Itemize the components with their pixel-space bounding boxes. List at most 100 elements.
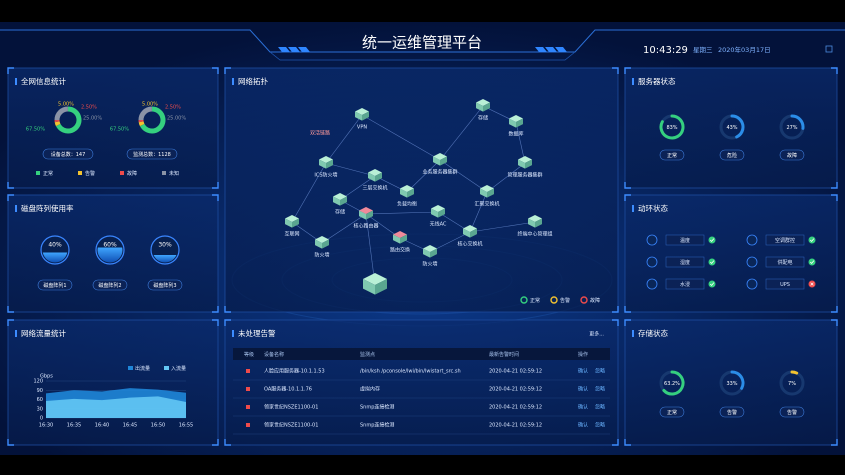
cell: 2020-04-21 02:59:12 <box>489 387 542 393</box>
disk-level <box>152 255 178 263</box>
node-label: 数据库 <box>508 131 523 138</box>
panel-corner <box>624 439 631 446</box>
legend-dot <box>520 296 528 304</box>
node-label: 业务服务器集群 <box>422 169 457 176</box>
node-label: 无线AC <box>430 221 447 228</box>
topology-link <box>325 114 363 164</box>
panel-corner <box>624 306 631 313</box>
donut-label: 5.00% <box>58 102 74 108</box>
action-button[interactable]: 忽略 <box>595 386 605 393</box>
action-button[interactable]: 确认 <box>578 386 588 393</box>
gauge-value: 33% <box>726 381 737 387</box>
gauge-arc <box>790 114 805 130</box>
action-button[interactable]: 忽略 <box>595 368 605 375</box>
node-label: 互联网 <box>284 231 299 238</box>
panel-corner <box>212 182 219 189</box>
device-left <box>476 102 483 112</box>
donut-segment <box>56 106 82 134</box>
column-header: 等级 <box>244 351 254 358</box>
panel-corner <box>831 319 838 326</box>
donut-label: 25.00% <box>83 116 102 122</box>
link-label: 双活链路 <box>310 130 330 137</box>
env-status-glyph <box>809 260 815 264</box>
action-button[interactable]: 忽略 <box>595 422 605 429</box>
pill <box>719 406 745 418</box>
action-button[interactable]: 确认 <box>578 404 588 411</box>
env-status <box>708 280 716 288</box>
env-icon <box>646 278 658 290</box>
panel-corner <box>612 439 619 446</box>
topology-link <box>439 105 484 161</box>
column-header: 监测点 <box>360 351 375 358</box>
gauge-status: 告警 <box>787 409 797 416</box>
pill <box>779 406 805 418</box>
device-right <box>516 118 523 128</box>
device-left <box>393 234 400 244</box>
device-right <box>362 111 369 121</box>
table-header-bg <box>233 348 610 360</box>
device-right <box>438 208 445 218</box>
cell: /bin/ksh /pconsole/lwi/bin/lwistart_src.… <box>360 369 461 375</box>
env-icon <box>646 256 658 268</box>
node-label: 管理服务器集群 <box>507 172 542 179</box>
panel-corner <box>7 439 14 446</box>
env-icon <box>746 278 758 290</box>
env-label-bg <box>665 234 705 246</box>
y-tick-label: 30 <box>37 406 43 412</box>
device-right <box>407 188 414 198</box>
env-status-glyph <box>809 238 815 242</box>
donut-caption: 设备总数：147 <box>51 151 86 158</box>
donut-label: 2.50% <box>81 105 97 111</box>
panel-corner <box>7 194 14 201</box>
cell: 领家世纪NSZE1100-01 <box>264 422 318 429</box>
title-marker <box>632 205 634 212</box>
action-button[interactable]: 确认 <box>578 422 588 429</box>
node-label: 核心交换机 <box>457 241 482 248</box>
env-status-glyph <box>709 282 715 286</box>
disk-value: 60% <box>103 242 117 249</box>
env-icon <box>646 234 658 246</box>
topology-link <box>469 191 488 233</box>
disk-name: 磁盘阵列3 <box>153 282 176 289</box>
device-right <box>400 234 407 244</box>
node-label: 三层交换机 <box>362 185 387 192</box>
topology-link <box>406 159 441 193</box>
action-button[interactable]: 确认 <box>578 368 588 375</box>
column-header: 最新告警时间 <box>489 351 519 358</box>
device-right <box>375 279 387 295</box>
gauge-arc <box>790 370 799 375</box>
panel-corner <box>7 182 14 189</box>
node-label: 存储 <box>478 115 488 122</box>
topology-link <box>469 221 536 233</box>
gauge-value: 83% <box>666 125 677 131</box>
topology-link <box>361 114 441 161</box>
node-label: 路由交换 <box>390 247 410 254</box>
device-right <box>375 172 382 182</box>
donut-caption: 监测总数：1128 <box>133 151 171 158</box>
legend-swatch <box>128 366 133 370</box>
panel-corner <box>224 319 231 326</box>
legend-label: 正常 <box>530 297 540 304</box>
topology-link <box>321 213 367 244</box>
panel <box>7 319 219 446</box>
page-title: 统一运维管理平台 <box>362 34 482 52</box>
panel-corner <box>212 67 219 74</box>
legend-label: 未知 <box>169 170 179 177</box>
topology-link <box>486 162 526 193</box>
device-right <box>535 218 542 228</box>
action-button[interactable]: 忽略 <box>595 404 605 411</box>
gauge-value: 7% <box>788 381 796 387</box>
device-left <box>400 188 407 198</box>
env-label-bg <box>765 256 805 268</box>
more-link[interactable]: 更多... <box>589 331 604 338</box>
panel-corner <box>224 439 231 446</box>
y-tick-label: 60 <box>37 397 43 403</box>
legend-dot <box>550 296 558 304</box>
panel <box>224 319 619 446</box>
env-status <box>708 258 716 266</box>
pill <box>147 279 183 291</box>
device-left <box>319 159 326 169</box>
node-label: 存储 <box>335 209 345 216</box>
cell: 2020-04-21 02:59:12 <box>489 405 542 411</box>
